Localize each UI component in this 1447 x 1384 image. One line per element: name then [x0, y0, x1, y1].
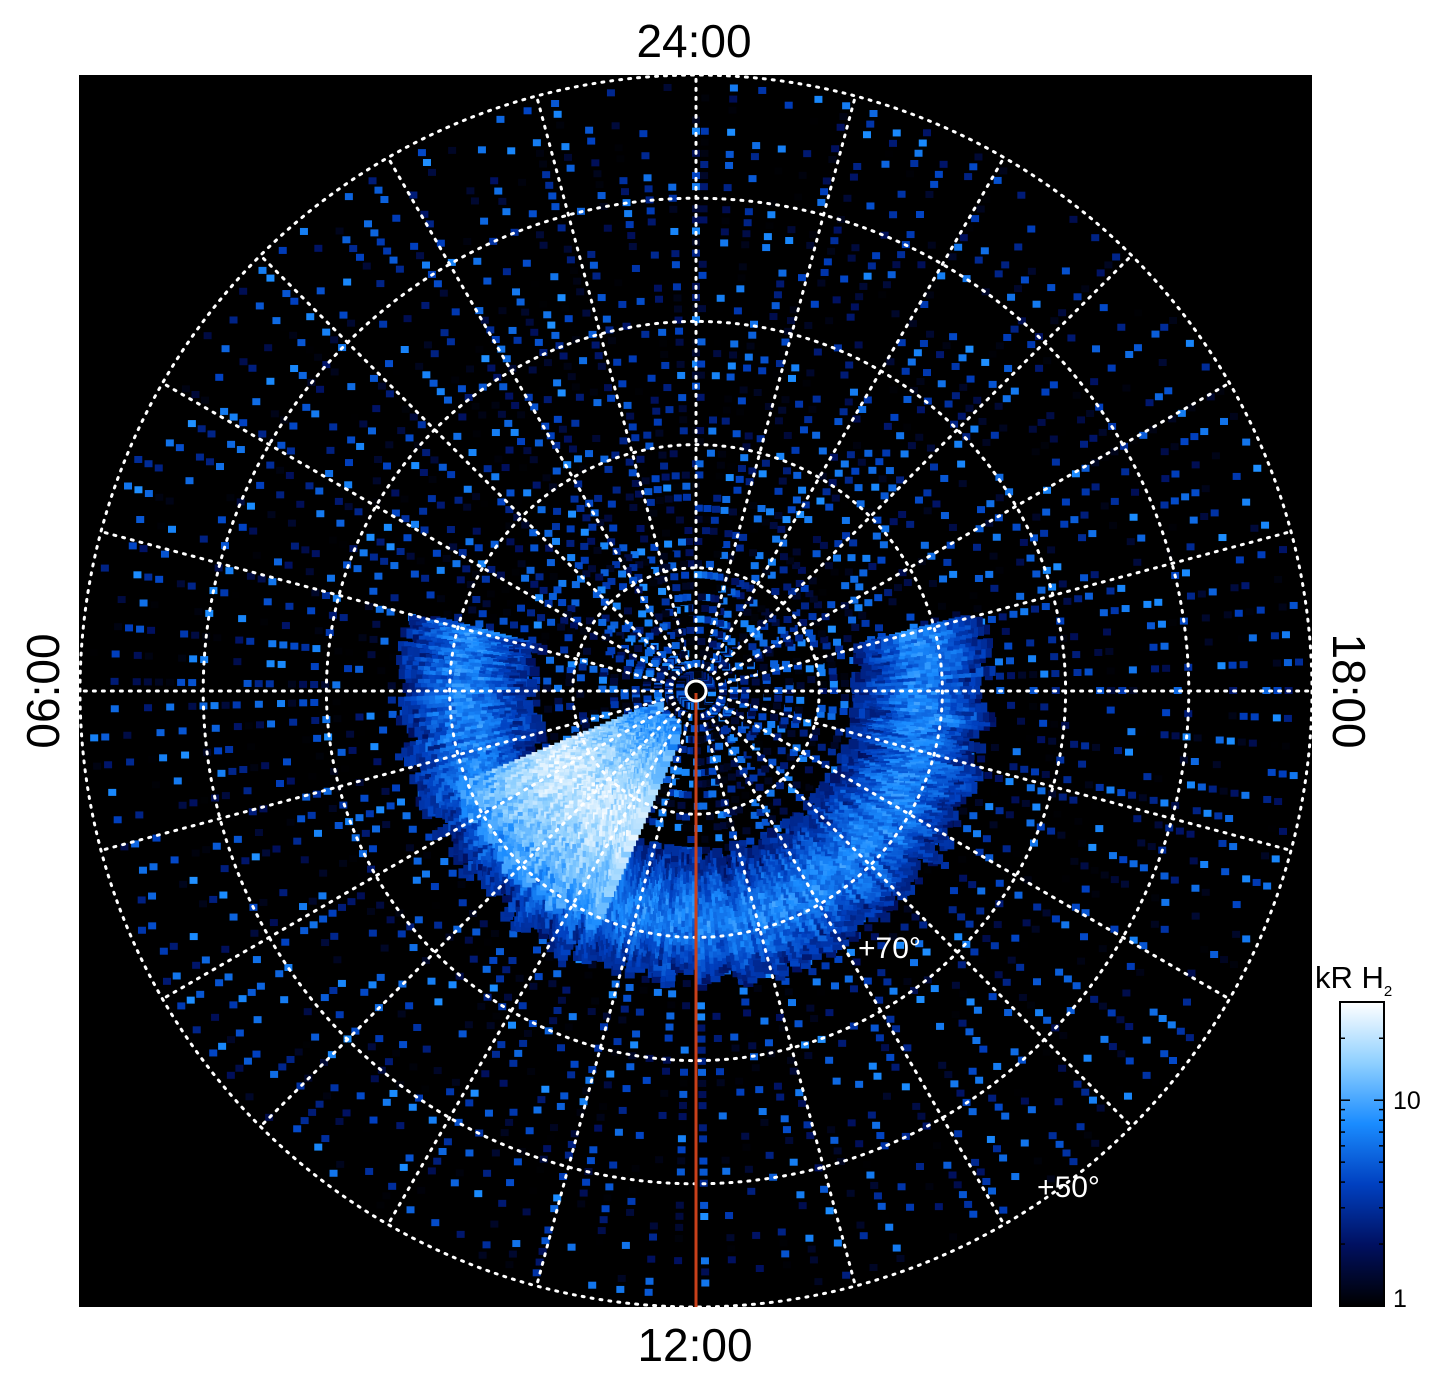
local-time-label-top: 24:00: [636, 15, 751, 67]
meridian-line: [161, 701, 677, 1001]
colorbar: kR H2 10 1: [1315, 960, 1421, 1313]
pole-marker: [684, 679, 708, 703]
colorbar-tick-1: 1: [1393, 1285, 1407, 1313]
meridian-line: [711, 706, 1134, 1129]
colorbar-minor-ticks: [1340, 1001, 1384, 1307]
meridian-line: [706, 710, 1006, 1226]
local-time-label-right: 18:00: [1323, 633, 1375, 748]
meridian-line: [535, 94, 692, 669]
meridian-line: [161, 381, 677, 681]
latitude-label-50: +50°: [1037, 1171, 1100, 1204]
colorbar-label-subscript: 2: [1384, 983, 1392, 1000]
local-time-label-bottom: 12:00: [637, 1319, 752, 1371]
meridian-line: [718, 530, 1293, 687]
meridian-line: [258, 253, 681, 676]
local-time-label-left: 06:00: [17, 633, 69, 748]
auroral-emission-layer: [89, 83, 1304, 1296]
meridian-line: [715, 701, 1231, 1001]
latitude-circle-40: [78, 73, 1314, 1309]
meridian-line: [99, 530, 674, 687]
meridian-line: [258, 706, 681, 1129]
latitude-label-70: +70°: [858, 932, 921, 965]
meridian-line: [700, 94, 857, 669]
colorbar-tick-10: 10: [1393, 1087, 1421, 1115]
meridian-line: [99, 695, 674, 852]
meridian-line: [711, 253, 1134, 676]
meridian-line: [386, 710, 686, 1226]
colorbar-bar: [1339, 1001, 1385, 1307]
meridian-line: [700, 713, 857, 1288]
meridian-line: [718, 695, 1293, 852]
meridian-line: [386, 156, 686, 672]
colorbar-label: kR H2: [1315, 960, 1392, 1000]
meridian-line: [535, 713, 692, 1288]
meridian-line: [706, 156, 1006, 672]
meridian-line: [715, 381, 1231, 681]
